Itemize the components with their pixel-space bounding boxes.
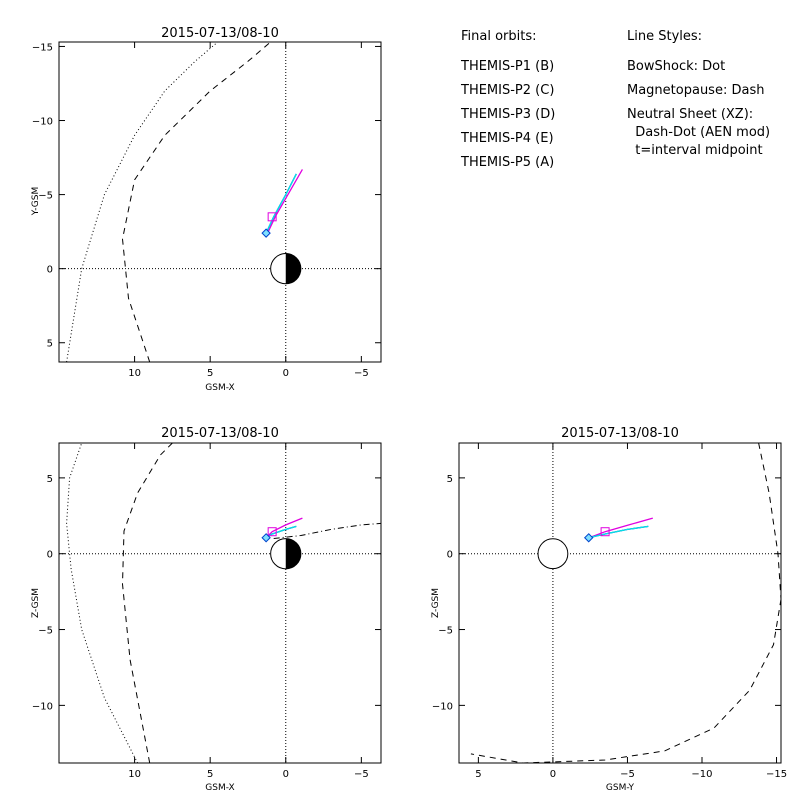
y-tick-label: 5 (47, 474, 53, 485)
plot-area: 5 0 −5 −10 −15 5 0 −5 −10 (432, 442, 787, 780)
y-tick-label: 0 (447, 550, 453, 561)
orbit-trace (588, 525, 649, 539)
y-axis-label: Z-GSM (431, 588, 441, 618)
position-marker (261, 228, 271, 238)
earth-night-side (285, 538, 301, 569)
y-tick-label: −5 (38, 191, 53, 202)
y-tick-label: −5 (38, 626, 53, 637)
earth-circle (537, 538, 569, 570)
x-tick-label: 10 (128, 769, 141, 780)
magnetopause-curve (758, 443, 781, 600)
legend: Final orbits: THEMIS-P1 (B) THEMIS-P2 (C… (460, 29, 770, 170)
earth-night-side (285, 253, 301, 284)
panel-yz: 2015-07-13/08-10 5 0 −5 −10 −15 5 0 −5 −10 GSM-Y… (431, 426, 787, 793)
plot-area: 10 5 0 −5 5 0 −5 −10 (32, 442, 382, 780)
legend-style-dashdot: Dash-Dot (AEN mod) (627, 125, 770, 140)
legend-style-magnetopause: Magnetopause: Dash (627, 83, 764, 98)
axes-frame (458, 442, 782, 764)
x-tick-label: −5 (354, 368, 369, 379)
panel-title: 2015-07-13/08-10 (561, 426, 679, 441)
legend-style-neutral-sheet: Neutral Sheet (XZ): (627, 107, 753, 122)
x-tick-label: 0 (283, 769, 289, 780)
position-marker (261, 533, 271, 543)
y-tick-label: −10 (432, 701, 453, 712)
y-tick-label: −10 (32, 701, 53, 712)
legend-orbits-header: Final orbits: (461, 29, 537, 44)
midpoint-marker (267, 212, 277, 222)
panel-xy: 2015-07-13/08-10 10 5 0 −5−15−10−505 GSM-X … (31, 26, 382, 393)
axes-frame (58, 41, 382, 363)
magnetopause-curve (121, 42, 271, 362)
x-tick-label: 10 (128, 368, 141, 379)
orbit-trace (265, 517, 303, 539)
y-tick-label: −5 (438, 626, 453, 637)
y-axis-label: Z-GSM (31, 588, 41, 618)
legend-orbit-p5: THEMIS-P5 (A) (460, 155, 554, 170)
midpoint-marker (267, 527, 277, 537)
y-tick-label: 0 (47, 265, 53, 276)
x-tick-label: 0 (283, 368, 289, 379)
x-tick-label: −5 (620, 769, 635, 780)
x-tick-label: 5 (475, 769, 481, 780)
y-tick-label: 5 (447, 474, 453, 485)
axes-frame (58, 442, 382, 764)
orbit-trace (265, 173, 297, 234)
legend-style-bowshock: BowShock: Dot (627, 59, 725, 74)
neutral-sheet-curve (273, 522, 381, 539)
x-axis-label: GSM-Y (606, 783, 635, 793)
y-tick-label: −15 (32, 42, 53, 53)
panel-title: 2015-07-13/08-10 (161, 426, 279, 441)
x-tick-label: −15 (766, 769, 787, 780)
magnetopause-curve (121, 443, 173, 763)
legend-styles-header: Line Styles: (627, 29, 702, 44)
bowshock-curve (66, 42, 219, 362)
bowshock-curve (66, 443, 139, 763)
x-axis-label: GSM-X (205, 783, 234, 793)
position-marker (583, 533, 594, 543)
panel-xz: 2015-07-13/08-10 10 5 0 −5 5 0 −5 −10 GSM-X Z-G… (31, 426, 382, 793)
legend-orbit-p1: THEMIS-P1 (B) (460, 59, 554, 74)
x-tick-label: 5 (207, 769, 213, 780)
x-tick-label: 0 (550, 769, 556, 780)
y-tick-label: 5 (47, 339, 53, 350)
x-tick-label: 5 (207, 368, 213, 379)
magnetopause-curve (470, 599, 781, 763)
y-axis-label: Y-GSM (31, 187, 41, 216)
orbit-trace (267, 169, 303, 234)
x-tick-label: −10 (691, 769, 712, 780)
legend-style-midpoint: t=interval midpoint (627, 143, 763, 158)
legend-orbit-p4: THEMIS-P4 (E) (460, 131, 554, 146)
midpoint-marker (600, 527, 610, 537)
panel-title: 2015-07-13/08-10 (161, 26, 279, 41)
orbit-trace (588, 517, 653, 539)
x-tick-label: −5 (354, 769, 369, 780)
legend-orbit-p2: THEMIS-P2 (C) (460, 83, 554, 98)
plot-area: 10 5 0 −5 −15 −10 −5 0 5 (32, 41, 382, 379)
y-tick-label: 0 (47, 550, 53, 561)
x-axis-label: GSM-X (205, 383, 234, 393)
y-tick-label: −10 (32, 117, 53, 128)
legend-orbit-p3: THEMIS-P3 (D) (460, 107, 555, 122)
